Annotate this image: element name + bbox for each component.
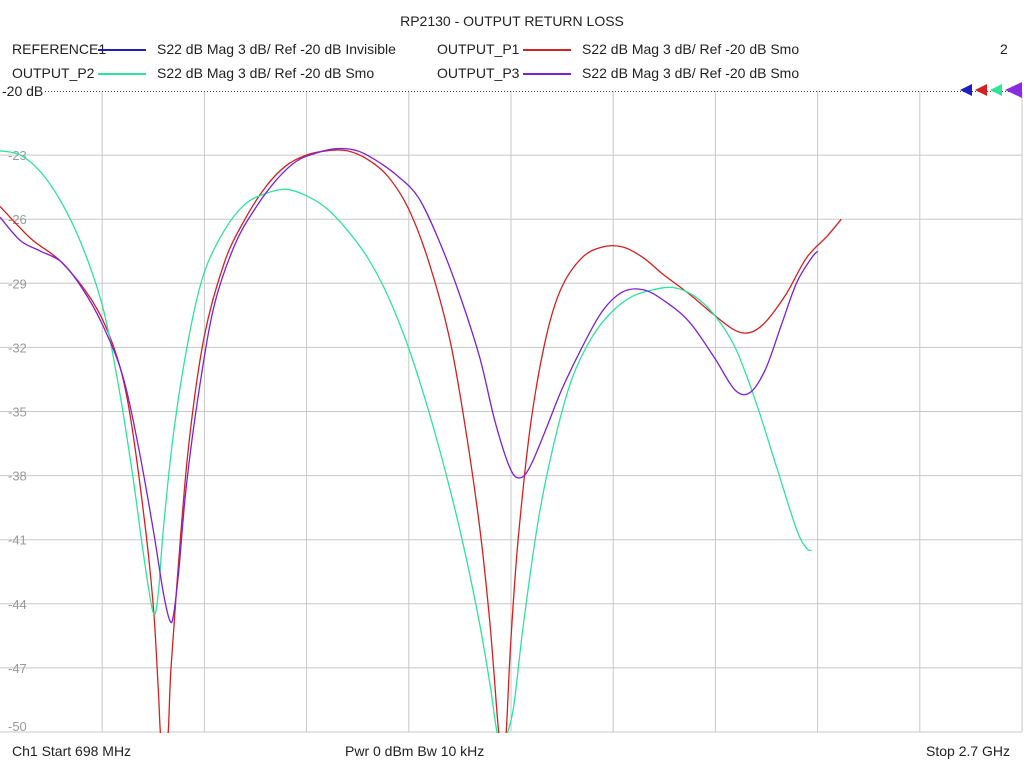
- y-tick-label: -26: [8, 212, 27, 227]
- legend-entry-reference1: REFERENCE1 S22 dB Mag 3 dB/ Ref -20 dB I…: [0, 41, 1024, 59]
- legend-name: REFERENCE1: [12, 41, 107, 57]
- chart-title: RP2130 - OUTPUT RETURN LOSS: [400, 13, 624, 29]
- legend-swatch: [98, 49, 146, 51]
- ref-label-bg: [0, 83, 44, 98]
- traces: [0, 147, 842, 733]
- legend-swatch: [98, 73, 146, 75]
- y-tick-label: -47: [8, 661, 27, 676]
- legend-name: OUTPUT_P1: [437, 41, 520, 57]
- ref-level-label: -20 dB: [2, 83, 43, 99]
- trace-output-p2: [0, 150, 812, 733]
- ref-marker-blue: [960, 84, 972, 96]
- legend-swatch: [523, 73, 571, 75]
- footer-start: Ch1 Start 698 MHz: [12, 743, 132, 759]
- y-tick-label: -32: [8, 340, 27, 355]
- channel-number: 2: [1000, 41, 1008, 57]
- ref-marker-green: [990, 84, 1002, 96]
- legend-entry-output-p2: OUTPUT_P2 S22 dB Mag 3 dB/ Ref -20 dB Sm…: [0, 65, 1024, 83]
- y-tick-labels: -20-23-26-29-32-35-38-41-44-47-50: [8, 84, 27, 734]
- legend-desc: S22 dB Mag 3 dB/ Ref -20 dB Smo: [582, 41, 800, 57]
- legend-desc: S22 dB Mag 3 dB/ Ref -20 dB Smo: [157, 65, 375, 81]
- legend-desc: S22 dB Mag 3 dB/ Ref -20 dB Smo: [582, 65, 800, 81]
- trace-output-p3: [0, 147, 819, 624]
- legend-desc: S22 dB Mag 3 dB/ Ref -20 dB Invisible: [157, 41, 396, 57]
- y-tick-label: -44: [8, 597, 27, 612]
- legend-name: OUTPUT_P3: [437, 65, 520, 81]
- y-tick-label: -50: [8, 719, 27, 734]
- legend-name: OUTPUT_P2: [12, 65, 95, 81]
- ref-markers: [960, 82, 1022, 98]
- y-tick-label: -29: [8, 276, 27, 291]
- y-tick-label: -35: [8, 405, 27, 420]
- footer-power-bandwidth: Pwr 0 dBm Bw 10 kHz: [345, 743, 485, 759]
- grid: [0, 91, 1023, 733]
- y-tick-label: -38: [8, 469, 27, 484]
- legend-swatch: [523, 49, 571, 51]
- trace-output-p1: [0, 149, 842, 733]
- ref-marker-red: [975, 84, 987, 96]
- ref-marker-purple: [1005, 82, 1022, 98]
- y-tick-label: -23: [8, 148, 27, 163]
- y-tick-label: -41: [8, 533, 27, 548]
- footer-stop: Stop 2.7 GHz: [926, 743, 1011, 759]
